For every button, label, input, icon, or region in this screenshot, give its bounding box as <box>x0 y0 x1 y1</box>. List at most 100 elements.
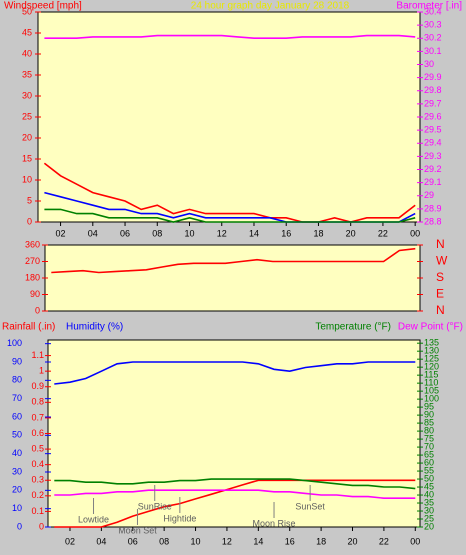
x-tick-label: 02 <box>65 536 75 546</box>
y-tick-label: 29 <box>424 190 434 200</box>
x-tick-label: 12 <box>222 536 232 546</box>
y-tick-label: 29.4 <box>424 138 442 148</box>
y-tick-label: 105 <box>424 386 439 396</box>
y-tick-label: E <box>436 287 444 301</box>
y-tick-label: 30.1 <box>424 46 442 56</box>
x-tick-label: 10 <box>185 228 195 238</box>
x-tick-label: 20 <box>347 536 357 546</box>
x-tick-label: 10 <box>191 536 201 546</box>
y-tick-label: 75 <box>424 433 434 443</box>
y-tick-label: 85 <box>424 417 434 427</box>
axis-title: Barometer [.in] <box>396 1 462 12</box>
y-tick-label: 360 <box>25 239 40 249</box>
y-tick-label: 10 <box>22 174 32 184</box>
y-tick-label: 0.2 <box>31 490 44 500</box>
x-tick-label: 16 <box>285 536 295 546</box>
y-tick-label: 10 <box>12 503 22 513</box>
y-tick-label: 55 <box>424 465 434 475</box>
y-tick-label: 0 <box>35 305 40 315</box>
plot-area <box>47 339 421 528</box>
y-tick-label: 15 <box>22 153 32 163</box>
annotation: Moon Set <box>118 525 157 535</box>
y-tick-label: 20 <box>22 132 32 142</box>
y-tick-label: 35 <box>22 69 32 79</box>
y-tick-label: 0.3 <box>31 475 44 485</box>
x-tick-label: 14 <box>249 228 259 238</box>
annotation: Moon Rise <box>253 518 296 528</box>
annotation: SunRise <box>138 501 172 511</box>
y-tick-label: 30.4 <box>424 6 442 16</box>
y-tick-label: 0 <box>27 216 32 226</box>
y-tick-label: W <box>436 254 448 268</box>
y-tick-label: 90 <box>12 356 22 366</box>
axis-title: Temperature (°F) <box>315 322 391 333</box>
y-tick-label: 0 <box>17 521 22 531</box>
y-tick-label: 45 <box>22 27 32 37</box>
y-tick-label: 115 <box>424 370 438 380</box>
x-tick-label: 22 <box>378 228 388 238</box>
x-tick-label: 08 <box>152 228 162 238</box>
series-line <box>54 479 416 528</box>
y-tick-label: 65 <box>424 449 434 459</box>
x-tick-label: 22 <box>379 536 389 546</box>
y-tick-label: 29.9 <box>424 72 442 82</box>
y-tick-label: 100 <box>424 394 439 404</box>
y-tick-label: 30.3 <box>424 20 442 30</box>
y-tick-label: 80 <box>12 375 22 385</box>
y-tick-label: 29.1 <box>424 177 442 187</box>
y-tick-label: 29.6 <box>424 111 442 121</box>
y-tick-label: 120 <box>424 362 439 372</box>
y-tick-label: 0.1 <box>31 506 44 516</box>
y-tick-label: 0 <box>39 521 44 531</box>
series-line <box>51 247 416 274</box>
y-tick-label: 0.8 <box>31 397 44 407</box>
series-line <box>44 34 416 39</box>
plot-area <box>37 11 421 223</box>
y-tick-label: 30 <box>12 466 22 476</box>
y-tick-label: 70 <box>12 393 22 403</box>
annotation: Lowtide <box>78 514 109 524</box>
y-tick-label: 25 <box>424 513 434 523</box>
series-line <box>54 361 416 385</box>
x-tick-label: 20 <box>346 228 356 238</box>
y-tick-label: 0.5 <box>31 443 44 453</box>
y-tick-label: 110 <box>424 378 438 388</box>
y-tick-label: 0.9 <box>31 381 44 391</box>
y-tick-label: S <box>436 270 444 284</box>
x-tick-label: 00 <box>410 536 420 546</box>
axis-title: Windspeed [mph] <box>4 1 82 12</box>
axis-title: Humidity (%) <box>66 322 123 333</box>
x-tick-label: 04 <box>96 536 106 546</box>
y-tick-label: 95 <box>424 402 434 412</box>
series-line <box>54 478 416 490</box>
x-tick-label: 00 <box>410 228 420 238</box>
axis-title: Dew Point (°F) <box>398 322 463 333</box>
x-tick-label: 18 <box>316 536 326 546</box>
y-tick-label: 60 <box>424 457 434 467</box>
y-tick-label: 29.8 <box>424 85 442 95</box>
y-tick-label: 5 <box>27 195 32 205</box>
x-tick-label: 02 <box>56 228 66 238</box>
y-tick-label: 0.7 <box>31 412 44 422</box>
y-tick-label: 30 <box>424 59 434 69</box>
y-tick-label: N <box>436 237 445 251</box>
y-tick-label: 100 <box>7 338 22 348</box>
y-tick-label: 270 <box>25 256 40 266</box>
y-tick-label: 29.2 <box>424 164 442 174</box>
y-tick-label: 40 <box>424 489 434 499</box>
y-tick-label: 35 <box>424 497 434 507</box>
axis-title: Rainfall (.in) <box>2 322 55 333</box>
y-tick-label: 40 <box>12 448 22 458</box>
y-tick-label: 30 <box>424 505 434 515</box>
x-tick-label: 16 <box>281 228 291 238</box>
y-tick-label: 135 <box>424 338 439 348</box>
x-tick-label: 04 <box>88 228 98 238</box>
y-tick-label: 29.3 <box>424 151 442 161</box>
series-line <box>44 208 416 223</box>
x-tick-label: 12 <box>217 228 227 238</box>
y-tick-label: 50 <box>12 430 22 440</box>
x-tick-label: 06 <box>120 228 130 238</box>
y-tick-label: 80 <box>424 425 434 435</box>
x-tick-label: 08 <box>159 536 169 546</box>
